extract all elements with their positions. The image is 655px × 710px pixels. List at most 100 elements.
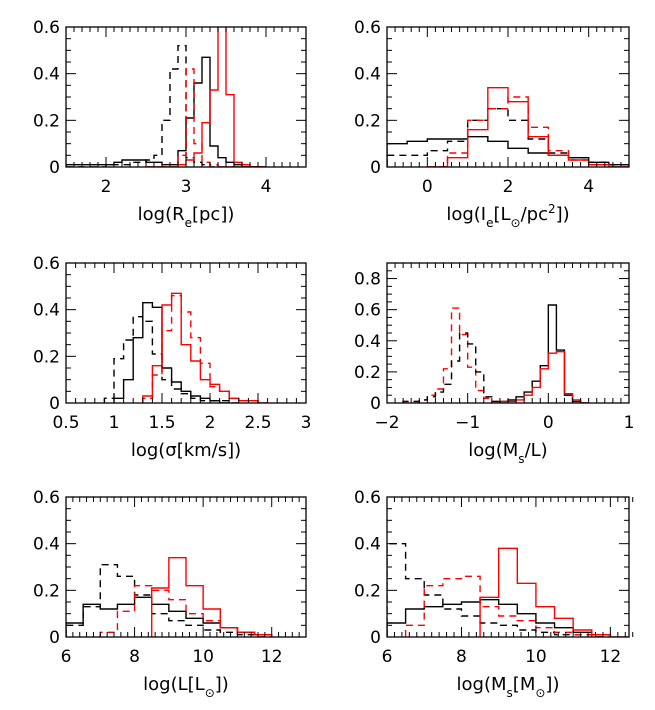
x-axis-label: log(Re[pc]) — [138, 204, 235, 230]
series-red-solid — [479, 547, 629, 637]
x-axis-label-part: s — [507, 686, 513, 700]
x-axis-label-part: log(M — [468, 440, 518, 461]
y-tick-label: 0.6 — [33, 254, 60, 274]
x-tick-label: 0 — [422, 177, 433, 197]
series-red-dashed — [402, 307, 501, 403]
y-tick-label: 0.2 — [354, 363, 381, 383]
series-group — [402, 304, 589, 403]
series-red-solid — [151, 556, 273, 637]
series-black-solid — [499, 304, 589, 403]
y-tick-label: 0.6 — [33, 488, 60, 508]
x-axis-label: log(σ[km/s]) — [131, 440, 241, 461]
y-tick-label: 0 — [370, 628, 381, 648]
x-axis-label-part: /L) — [525, 440, 548, 461]
plot-frame — [386, 262, 630, 404]
x-axis-label-part: [L — [493, 204, 510, 225]
series-group — [103, 292, 268, 403]
y-tick-label: 0.2 — [354, 111, 381, 131]
series-red-solid — [499, 350, 589, 403]
x-tick-label: 2 — [205, 413, 216, 433]
x-tick-label: 4 — [583, 177, 594, 197]
y-tick-label: 0.4 — [354, 332, 381, 352]
series-group — [66, 556, 273, 637]
x-axis-label-part: [M — [513, 674, 536, 695]
x-axis-label-part: ⊙ — [535, 686, 545, 700]
y-tick-label: 0.6 — [354, 488, 381, 508]
tick-marks — [65, 496, 307, 638]
x-tick-label: 2 — [101, 177, 112, 197]
x-tick-label: 1 — [624, 413, 635, 433]
x-axis-label-part: e — [486, 216, 493, 230]
y-tick-label: 0.6 — [354, 18, 381, 38]
plot-frame — [65, 262, 307, 404]
y-tick-label: 0 — [49, 394, 60, 414]
series-red-dashed — [99, 584, 273, 637]
x-axis-label-part: ]) — [545, 674, 559, 695]
x-axis-label-part: ⊙ — [205, 686, 215, 700]
series-group — [66, 27, 266, 167]
x-axis-label-part: ⊙ — [511, 216, 521, 230]
x-axis-label: log(Ie[L⊙/pc2]) — [446, 202, 569, 230]
x-axis-label: log(Ms[M⊙]) — [457, 674, 560, 700]
plot-frame — [386, 496, 630, 638]
x-tick-label: 8 — [456, 647, 467, 667]
x-tick-label: 12 — [261, 647, 283, 667]
x-axis-label-part: ]) — [215, 674, 229, 695]
x-axis-label-part: 2 — [548, 202, 556, 216]
x-axis-label-part: log(M — [457, 674, 507, 695]
x-tick-label: 1.5 — [148, 413, 175, 433]
series-red-dashed — [146, 68, 266, 167]
tick-marks — [386, 262, 630, 404]
y-tick-label: 0.2 — [354, 581, 381, 601]
y-tick-label: 0 — [370, 394, 381, 414]
x-tick-label: 10 — [525, 647, 547, 667]
x-tick-label: 2 — [503, 177, 514, 197]
x-axis-label-part: log(R — [138, 204, 185, 225]
x-axis-label: log(Ms/L) — [468, 440, 547, 466]
x-tick-label: 0.5 — [52, 413, 79, 433]
x-tick-label: 0 — [543, 413, 554, 433]
x-tick-label: 2.5 — [244, 413, 271, 433]
tick-marks — [386, 26, 630, 168]
x-tick-label: 12 — [600, 647, 622, 667]
x-tick-label: 3 — [301, 413, 312, 433]
x-axis-label-part: log(L[L — [143, 674, 205, 695]
x-tick-label: 1 — [109, 413, 120, 433]
x-axis-label-part: /pc — [521, 204, 548, 225]
x-axis-label-part: ]) — [556, 204, 570, 225]
x-tick-label: 6 — [61, 647, 72, 667]
x-tick-label: −1 — [455, 413, 480, 433]
series-red-dashed — [427, 96, 629, 167]
panel-effective-radius: 2 3 4 0 0.2 0.4 0.6 log(Re[pc]) — [33, 18, 307, 230]
x-tick-label: 10 — [192, 647, 214, 667]
y-tick-label: 0.6 — [354, 301, 381, 321]
x-axis-label-part: log(I — [446, 204, 486, 225]
x-axis-label-part: e — [185, 216, 192, 230]
x-axis-label-part: [pc]) — [192, 204, 234, 225]
x-axis-label: log(L[L⊙]) — [143, 674, 229, 700]
x-axis-label-part: log(σ[km/s]) — [131, 440, 241, 461]
series-black-dashed — [66, 44, 266, 167]
tick-marks — [65, 26, 307, 168]
series-red-dashed — [142, 294, 268, 403]
series-group — [387, 86, 629, 167]
y-tick-label: 0.6 — [33, 18, 60, 38]
series-black-dashed — [387, 542, 611, 637]
panel-mass-to-light: −2 −1 0 1 0 0.2 0.4 0.6 0.8 log(Ms/L) — [354, 262, 635, 466]
tick-marks — [386, 496, 634, 638]
y-tick-label: 0.4 — [354, 535, 381, 555]
x-axis-label-part: s — [518, 452, 524, 466]
tick-marks — [65, 262, 307, 404]
y-tick-label: 0.2 — [33, 581, 60, 601]
y-tick-label: 0 — [49, 628, 60, 648]
series-group — [387, 542, 629, 637]
series-black-dashed — [103, 315, 239, 403]
series-black-dashed — [402, 332, 501, 403]
y-tick-label: 0 — [49, 158, 60, 178]
y-tick-label: 0.2 — [33, 111, 60, 131]
y-tick-label: 0.2 — [33, 347, 60, 367]
series-red-dashed — [404, 575, 611, 637]
x-tick-label: −2 — [374, 413, 399, 433]
